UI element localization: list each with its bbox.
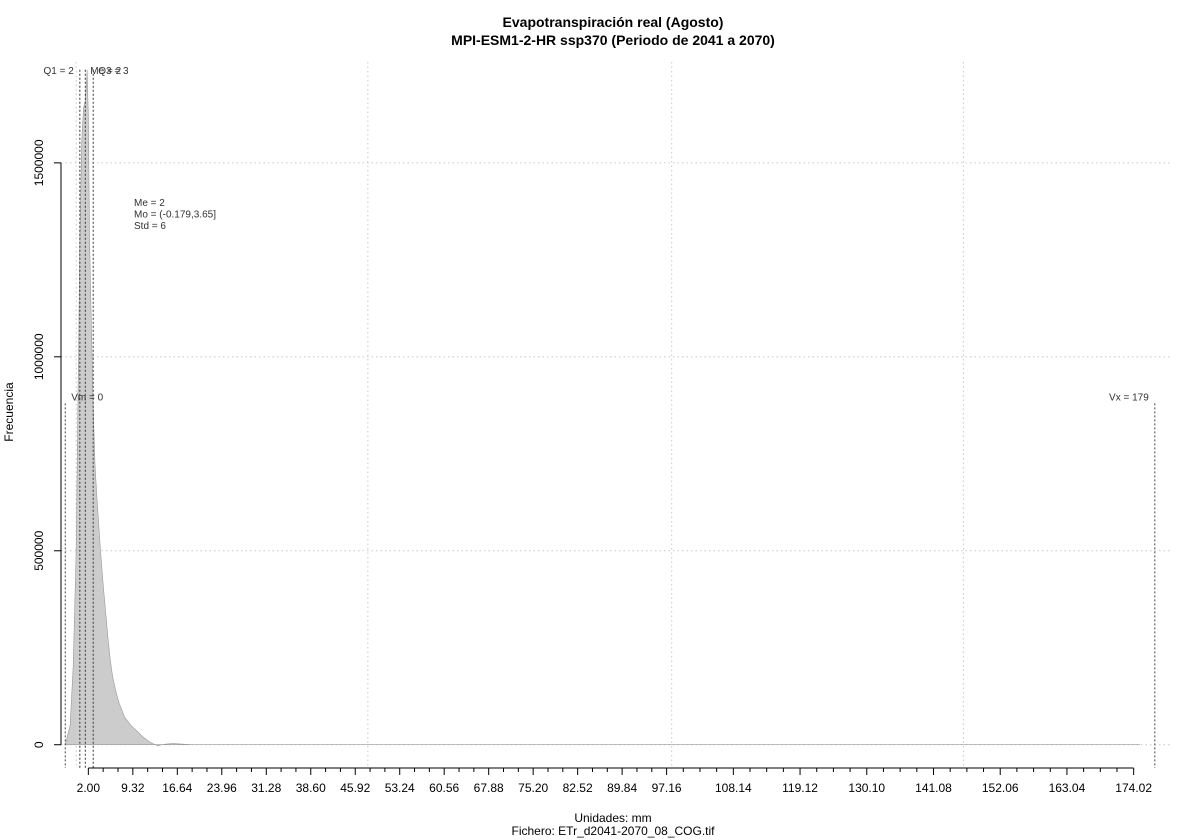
stats-line-2: Std = 6 [134,221,166,232]
plot-region [61,62,1170,768]
x-tick-label-18: 152.06 [982,781,1019,795]
chart-subtitle: MPI-ESM1-2-HR ssp370 (Periodo de 2041 a … [451,32,775,48]
distribution-area-path [64,69,1140,747]
chart-title: Evapotranspiración real (Agosto) [503,14,724,30]
x-tick-label-20: 174.02 [1115,781,1152,795]
grid-lines [61,62,1170,768]
x-tick-label-6: 45.92 [340,781,370,795]
y-tick-label-3: 1500000 [32,139,46,186]
x-tick-label-8: 60.56 [429,781,459,795]
x-tick-label-1: 9.32 [121,781,145,795]
x-tick-label-3: 23.96 [207,781,237,795]
x-tick-label-19: 163.04 [1049,781,1086,795]
x-tick-label-11: 82.52 [563,781,593,795]
stats-annotation: Me = 2Mo = (-0.179,3.65]Std = 6 [134,198,216,232]
y-tick-label-1: 500000 [32,530,46,570]
x-tick-label-14: 108.14 [715,781,752,795]
x-tick-label-4: 31.28 [251,781,281,795]
marker-label-2: Q1 = 2 [44,66,75,77]
x-tick-label-2: 16.64 [162,781,192,795]
stats-line-0: Me = 2 [134,198,165,209]
x-tick-label-10: 75.20 [518,781,548,795]
marker-label-3: Me = 2 [90,66,121,77]
stats-line-1: Mo = (-0.179,3.65] [134,210,216,221]
x-tick-label-0: 2.00 [77,781,101,795]
x-tick-label-12: 89.84 [607,781,637,795]
x-tick-label-17: 141.08 [915,781,952,795]
x-tick-label-15: 119.12 [782,781,818,795]
x-tick-label-9: 67.88 [474,781,504,795]
y-tick-label-2: 1000000 [32,333,46,380]
marker-label-0: Vm = 0 [71,392,103,403]
y-tick-label-0: 0 [32,741,46,748]
y-axis-label: Frecuencia [2,382,16,442]
x-axis-label: Unidades: mm [574,811,651,825]
file-footer: Fichero: ETr_d2041-2070_08_COG.tif [512,824,716,838]
marker-label-4: Q3 = 3 [98,66,129,77]
x-tick-label-7: 53.24 [385,781,415,795]
marker-label-1: Vx = 179 [1109,392,1149,403]
x-tick-label-5: 38.60 [296,781,326,795]
y-axis: 0 500000 1000000 1500000 [32,139,62,748]
x-axis: 2.00 9.32 16.64 23.96 31.28 38.60 45.92 53.24 60… [77,767,1152,795]
x-tick-label-13: 97.16 [652,781,682,795]
distribution-area [64,69,1140,747]
x-tick-label-16: 130.10 [848,781,885,795]
